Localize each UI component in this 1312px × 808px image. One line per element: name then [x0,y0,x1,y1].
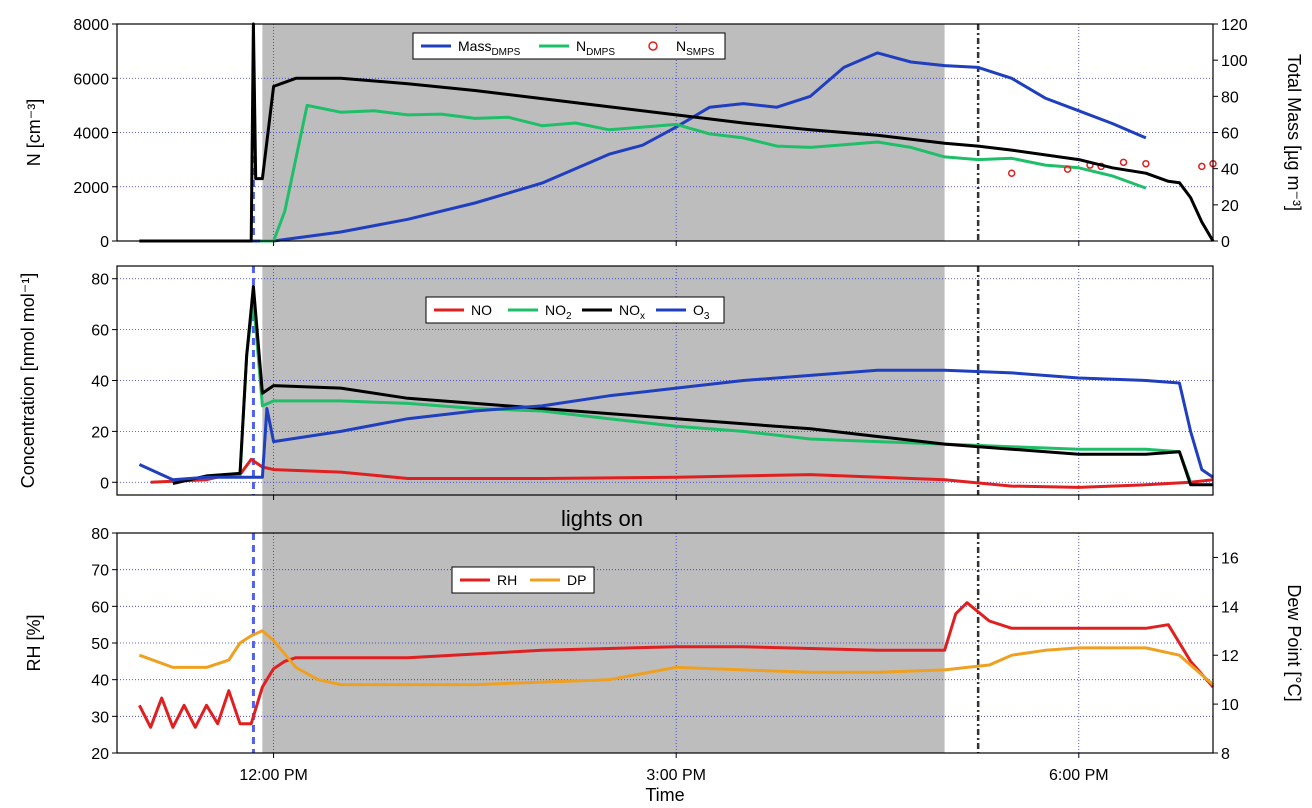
series-line-o3 [138,368,1214,482]
y-tick-label: 4000 [73,126,109,143]
data-point-n_smps [1063,165,1072,173]
shaded-region [262,495,945,533]
y-tick-label: 70 [91,563,109,580]
y2-tick-label: 0 [1221,234,1230,251]
x-axis-title: Time [645,785,684,805]
y2-tick-label: 20 [1221,198,1239,215]
x-tick-label: 3:00 PM [646,767,706,784]
series-line-rh [138,601,1215,729]
y2-tick-label: 100 [1221,53,1248,70]
legend-label: NO [471,302,492,318]
series-line-nox [172,284,1213,487]
series-line-mass_dmps [139,51,1147,243]
y2-tick-label: 14 [1221,599,1239,616]
data-point-n_smps [1198,162,1206,171]
y-tick-label: 40 [91,673,109,690]
y2-tick-label: 8 [1221,746,1230,763]
y2-tick-label: 16 [1221,550,1239,567]
y-tick-label: 0 [100,234,109,251]
legend-marker [648,41,658,51]
y-tick-label: 80 [91,272,109,289]
y2-axis-title: Total Mass [µg m⁻³] [1284,54,1304,211]
legend-box [412,32,726,60]
y-axis-title: Concentration [nmol mol⁻¹] [18,273,38,489]
y2-tick-label: 80 [1221,89,1239,106]
y2-axis-title: Dew Point [°C] [1284,584,1304,701]
data-point-n_smps [1119,158,1128,167]
y-tick-label: 60 [91,323,109,340]
data-point-n_smps [1007,169,1016,177]
y-tick-label: 50 [91,636,109,653]
y-tick-label: 40 [91,374,109,391]
y2-tick-label: 120 [1221,17,1248,34]
y-tick-label: 0 [100,475,109,492]
legend-label: RH [497,572,517,588]
y2-tick-label: 60 [1221,126,1239,143]
y-tick-label: 30 [91,709,109,726]
legend-label: NO2 [545,302,572,322]
series-line-dp [138,629,1214,687]
y2-tick-label: 40 [1221,162,1239,179]
lights-on-label: lights on [561,506,643,531]
y2-tick-label: 10 [1221,697,1239,714]
y-tick-label: 20 [91,424,109,441]
legend-label: DP [567,572,586,588]
series-line-n [139,22,1215,243]
data-point-n_smps [1142,159,1150,168]
data-series [138,22,1217,729]
y2-tick-label: 12 [1221,648,1239,665]
x-tick-label: 6:00 PM [1049,767,1109,784]
y-tick-label: 80 [91,526,109,543]
y-tick-label: 2000 [73,180,109,197]
series-line-n_dmps [260,103,1147,243]
gridlines [117,23,1213,754]
y-tick-label: 8000 [73,17,109,34]
y-axis-title: RH [%] [24,614,44,671]
y-tick-label: 6000 [73,71,109,88]
legend-label: NOx [619,302,645,322]
y-axis-title: N [cm⁻³] [24,99,44,167]
x-tick-label: 12:00 PM [239,767,307,784]
y-tick-label: 60 [91,599,109,616]
y-tick-label: 20 [91,746,109,763]
